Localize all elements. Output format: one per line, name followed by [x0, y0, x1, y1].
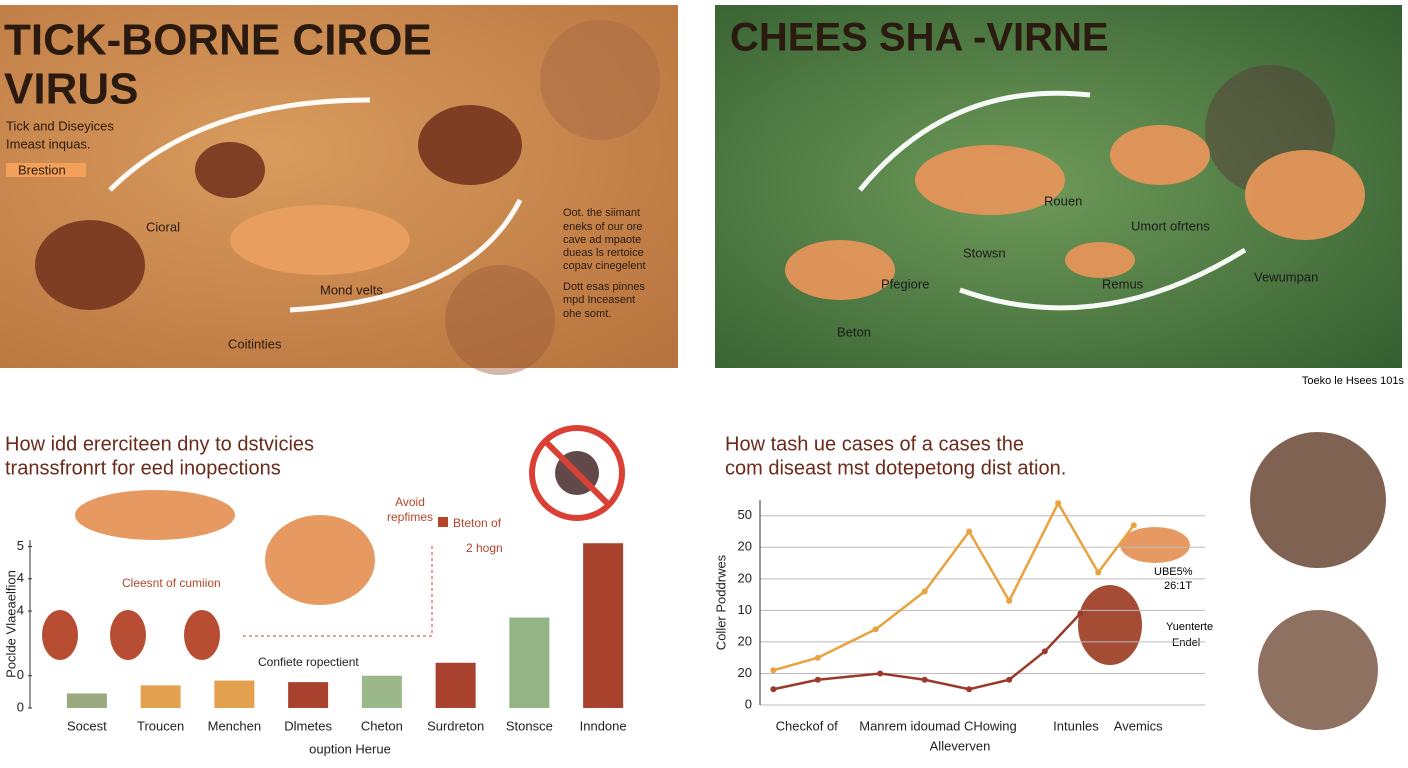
illustrations: [35, 20, 1386, 730]
point: [966, 686, 973, 693]
annotation: Confiete ropectient: [258, 655, 359, 669]
bar: [509, 617, 550, 708]
point: [1006, 597, 1013, 604]
point: [1041, 648, 1048, 655]
x-tick-label: Surdreton: [427, 718, 484, 733]
note-line: Oot. the siimant: [563, 207, 640, 219]
note: Oot. the siimant eneks of our ore cave a…: [563, 207, 646, 320]
caption: Toeko le Hsees 101s: [1302, 375, 1405, 387]
x-tick-label: Cheton: [361, 718, 403, 733]
label: Cioral: [146, 219, 180, 234]
y-tick-label: 0: [745, 696, 752, 711]
label: Pfegiore: [881, 276, 929, 291]
label: Vewumpan: [1254, 269, 1318, 284]
label: Mond velts: [320, 282, 383, 297]
section-title: com diseast mst dotepetong dist ation.: [725, 457, 1066, 479]
badge: Brestion: [18, 162, 66, 177]
note-line: copav cinegelent: [563, 260, 646, 272]
label: Coitinties: [228, 336, 282, 351]
annotation: UBE5%: [1154, 566, 1193, 578]
bar: [140, 685, 181, 708]
x-tick-label: Dlmetes: [284, 718, 332, 733]
subtitle: Imeast inquas.: [6, 136, 91, 151]
note-line: eneks of our ore: [563, 221, 643, 233]
y-axis-label: Poclde Vlaeaelfion: [3, 570, 18, 678]
annotation: Cleesnt of cumiion: [122, 576, 221, 590]
y-tick-label: 50: [738, 507, 752, 522]
bar: [214, 680, 255, 708]
section-title: transsfronrt for eed inopections: [5, 457, 281, 479]
note-line: mpd Inceasent: [563, 294, 635, 306]
y-tick-label: 20: [738, 665, 752, 680]
label: Umort ofrtens: [1131, 218, 1210, 233]
point: [877, 670, 884, 677]
point: [770, 686, 777, 693]
line-series: [773, 500, 1135, 672]
x-axis-label: Alleverven: [930, 738, 991, 753]
y-tick-label: 4: [17, 570, 24, 585]
badge-bg: [6, 163, 86, 177]
section-title: How idd ererciteen dny to dstvicies: [5, 433, 314, 455]
annotation: Endel: [1172, 637, 1200, 649]
annotation: Avoid: [395, 495, 425, 509]
y-tick-label: 0: [17, 699, 24, 714]
label: Stowsn: [963, 245, 1006, 260]
point: [921, 588, 928, 595]
y-tick-label: 5: [17, 538, 24, 553]
point: [814, 654, 821, 661]
y-tick-label: 10: [738, 602, 752, 617]
section-title: How tash ue cases of a cases the: [725, 433, 1024, 455]
note-line: Dott esas pinnes: [563, 281, 645, 293]
label: Rouen: [1044, 193, 1082, 208]
title: CHEES SHA -VIRNE: [730, 16, 1109, 60]
annotation: repfimes: [387, 510, 433, 524]
y-tick-label: 4: [17, 603, 24, 618]
x-tick-label: Troucen: [137, 718, 184, 733]
note-line: dueas ls rertoice: [563, 247, 644, 259]
x-tick-label: Intunles: [1053, 718, 1099, 733]
subtitle: Tick and Diseyices: [6, 118, 114, 133]
annotation: Yuenterte: [1166, 621, 1213, 633]
title: VIRUS: [4, 65, 138, 114]
point: [966, 528, 973, 535]
point: [1006, 676, 1013, 683]
x-tick-label: Socest: [67, 718, 107, 733]
title: TICK-BORNE CIROE: [4, 16, 432, 65]
point: [1077, 610, 1084, 617]
bar: [288, 682, 329, 708]
y-tick-label: 20: [738, 570, 752, 585]
y-tick-label: 0: [17, 667, 24, 682]
note-line: ohe somt.: [563, 308, 611, 320]
label: Remus: [1102, 276, 1144, 291]
note-line: cave ad mpaote: [563, 234, 641, 246]
point: [921, 676, 928, 683]
x-axis-label: ouption Herue: [309, 741, 391, 756]
annotation: Bteton of: [453, 516, 502, 530]
point: [1130, 522, 1137, 529]
bar: [361, 675, 402, 708]
y-tick-label: 20: [738, 539, 752, 554]
bar: [583, 543, 624, 708]
bar: [66, 693, 107, 708]
x-tick-label: Menchen: [208, 718, 261, 733]
y-axis-label: Coller Poddrwes: [713, 554, 728, 650]
x-tick-label: Checkof of: [776, 718, 839, 733]
annotation: 26:1T: [1164, 580, 1192, 592]
point: [872, 626, 879, 633]
y-tick-label: 20: [738, 633, 752, 648]
annotation: 2 hogn: [466, 541, 503, 555]
x-tick-label: Stonsce: [506, 718, 553, 733]
line-series: [773, 612, 1082, 691]
x-tick-label: Manrem idoumad CHowing: [859, 718, 1017, 733]
point: [814, 676, 821, 683]
point: [770, 667, 777, 674]
x-tick-label: Avemics: [1114, 718, 1163, 733]
bar: [435, 662, 476, 708]
legend-swatch: [438, 517, 448, 527]
x-tick-label: Inndone: [580, 718, 627, 733]
point: [1055, 500, 1062, 507]
label: Beton: [837, 324, 871, 339]
point: [1095, 569, 1102, 576]
